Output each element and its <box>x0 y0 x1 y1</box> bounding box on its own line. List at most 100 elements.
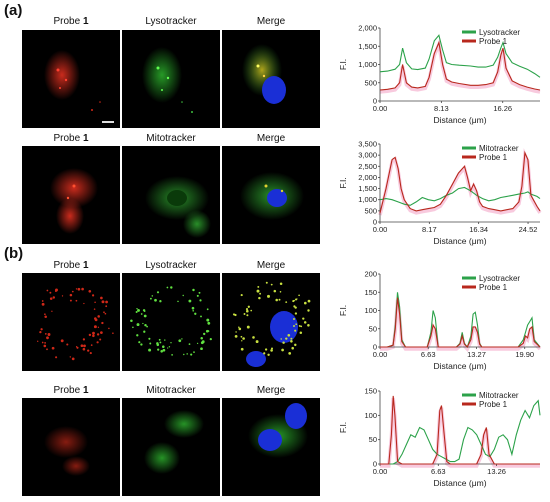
y-tick-label: 500 <box>364 206 377 215</box>
lysotracker-label: Lysotracker <box>145 16 197 27</box>
fluorescence-dot <box>75 288 78 290</box>
fluorescence-dot <box>37 340 39 342</box>
fluorescence-dot <box>88 289 92 293</box>
fluorescence-dot <box>83 344 86 348</box>
y-axis-title: F.I. <box>338 59 348 70</box>
fluorescence-dot <box>136 323 140 327</box>
fluorescence-dot <box>46 289 49 292</box>
fluorescence-dot <box>46 348 48 351</box>
merge-label: Merge <box>256 133 286 144</box>
legend-label: Mitotracker <box>479 144 519 153</box>
fluorescence-dot <box>100 331 103 334</box>
fluorescence-dot <box>234 335 238 338</box>
fluorescence-dot <box>89 352 92 355</box>
fluorescence-dot <box>270 349 273 352</box>
fluorescence-dot <box>146 325 148 328</box>
fluorescence-dot <box>298 324 301 327</box>
fluorescence-dot <box>186 353 188 355</box>
fluorescence-dot <box>46 336 49 340</box>
fluorescence-dot <box>250 309 253 312</box>
fluorescence-dot <box>246 325 250 329</box>
series-line <box>380 399 541 465</box>
fluorescence-dot <box>192 310 194 312</box>
fluorescence-dot <box>112 332 114 334</box>
fluorescence-dot <box>140 313 143 315</box>
fluorescence-dot <box>105 300 108 304</box>
fluorescence-dot <box>177 300 179 303</box>
fluorescence-dot <box>206 308 209 311</box>
fluorescence-dot <box>294 312 298 315</box>
x-axis-title: Distance (μm) <box>433 236 486 246</box>
x-tick-label: 16.26 <box>493 104 512 113</box>
x-tick-label: 24.52 <box>519 225 538 234</box>
fluorescence-dot <box>293 299 295 302</box>
fluorescence-dot <box>55 356 58 359</box>
fluorescence-dot <box>232 313 236 316</box>
fluorescence-dot <box>99 338 102 341</box>
y-tick-label: 1,000 <box>358 60 377 69</box>
fluorescence-dot <box>203 332 206 336</box>
fluorescence-dot <box>156 343 160 347</box>
fluorescence-dot <box>100 296 103 300</box>
y-tick-label: 1,000 <box>358 195 377 204</box>
fluorescence-dot <box>94 317 97 320</box>
fluorescence-dot <box>156 291 160 294</box>
fluorescence-dot <box>44 342 46 344</box>
fluorescence-dot <box>199 299 202 302</box>
fluorescence-dot <box>162 348 166 352</box>
y-tick-label: 500 <box>364 78 377 87</box>
fluorescence-dot <box>240 335 243 338</box>
fluorescence-dot <box>92 331 95 335</box>
fluorescence-dot <box>166 286 169 289</box>
fluorescence-dot <box>293 305 296 308</box>
merge-label: Merge <box>256 385 286 396</box>
panel-label-b: (b) <box>4 245 24 262</box>
fluorescence-dot <box>149 342 152 345</box>
fluorescence-dot <box>92 334 95 338</box>
mitotracker-label: Mitotracker <box>146 385 196 396</box>
legend-label: Probe 1 <box>479 400 508 409</box>
fluorescence-dot <box>44 315 47 318</box>
fluorescence-dot <box>201 340 205 344</box>
fluorescence-dot <box>242 337 245 340</box>
micrograph-merge <box>222 273 320 371</box>
fluorescence-dot <box>296 298 298 300</box>
fluorescence-dot <box>101 321 104 325</box>
series-line <box>380 395 540 465</box>
fluorescence-dot <box>294 343 297 347</box>
y-tick-label: 0 <box>373 218 377 227</box>
y-tick-label: 3,500 <box>358 140 377 149</box>
y-tick-label: 0 <box>373 97 377 106</box>
fluorescence-dot <box>192 288 195 292</box>
fluorescence-dot <box>240 347 244 351</box>
fluorescence-dot <box>255 340 259 344</box>
x-tick-label: 8.17 <box>422 225 437 234</box>
fluorescence-dot <box>138 341 141 344</box>
fluorescence-dot <box>291 346 294 350</box>
line-chart: 0 50 100 150 200 0.00 6.63 13.27 19.90 Distance (… <box>338 270 542 371</box>
fluorescence-dot <box>82 347 86 351</box>
fluorescence-dot <box>307 324 310 327</box>
fluorescence-dot <box>137 308 140 312</box>
fluorescence-dot <box>206 318 210 322</box>
fluorescence-dot <box>83 302 85 305</box>
fluorescence-dot <box>136 307 138 310</box>
fluorescence-dot <box>90 344 93 346</box>
micrograph-merge <box>222 30 320 128</box>
fluorescence-dot <box>207 330 210 333</box>
fluorescence-dot <box>39 330 42 334</box>
fluorescence-dot <box>157 348 160 351</box>
fluorescence-dot <box>209 337 212 341</box>
fluorescence-dot <box>148 348 152 352</box>
fluorescence-dot <box>267 294 270 298</box>
x-tick-label: 6.63 <box>421 350 436 359</box>
fluorescence-dot <box>200 315 202 318</box>
y-tick-label: 2,000 <box>358 24 377 33</box>
micrograph-merge <box>222 146 320 244</box>
fluorescence-dot <box>41 341 44 344</box>
fluorescence-dot <box>69 293 73 297</box>
fluorescence-dot <box>181 338 183 340</box>
fluorescence-dot <box>76 346 79 349</box>
x-tick-label: 0.00 <box>373 467 388 476</box>
fluorescence-dot <box>41 300 44 302</box>
